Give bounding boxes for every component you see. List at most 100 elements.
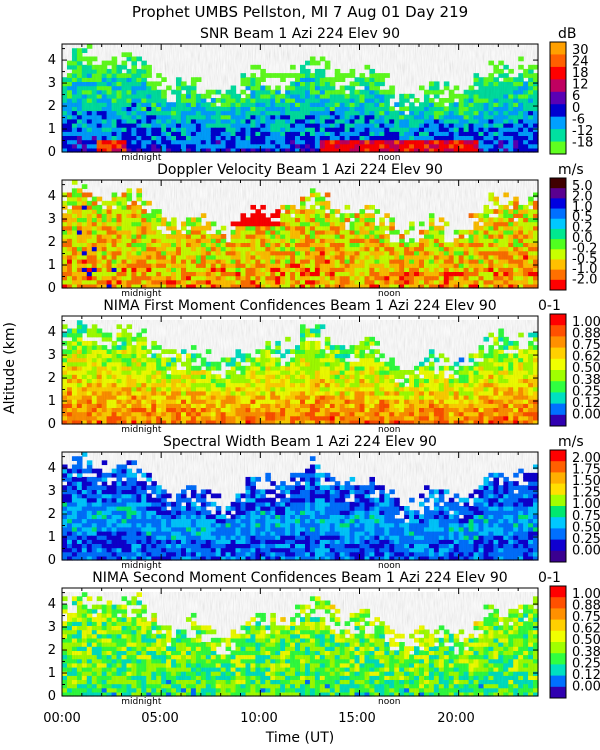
heatmap-cell <box>463 106 470 112</box>
heatmap-cell <box>339 357 346 363</box>
heatmap-cell <box>314 328 321 334</box>
heatmap-cell <box>146 390 152 396</box>
heatmap-cell <box>190 217 197 223</box>
heatmap-cell <box>364 77 371 82</box>
heatmap-cell <box>404 131 410 136</box>
heatmap-cell <box>443 114 450 120</box>
heatmap-cell <box>270 411 276 417</box>
panel: Doppler Velocity Beam 1 Azi 224 Elev 900… <box>48 162 598 299</box>
heatmap-cell <box>270 242 276 248</box>
heatmap-cell <box>235 279 242 285</box>
heatmap-cell <box>344 267 351 272</box>
heatmap-cell <box>364 271 371 277</box>
heatmap-cell <box>369 131 375 136</box>
heatmap-cell <box>448 275 455 281</box>
heatmap-cell <box>409 110 415 116</box>
heatmap-cell <box>369 399 375 404</box>
heatmap-cell <box>285 229 291 235</box>
heatmap-cell <box>314 229 321 235</box>
heatmap-cell <box>161 378 167 384</box>
heatmap-cell <box>424 411 430 417</box>
heatmap-cell <box>96 386 103 392</box>
heatmap-cell <box>186 93 192 99</box>
heatmap-cell <box>305 68 311 74</box>
heatmap-cell <box>215 267 222 272</box>
heatmap-cell <box>275 279 281 285</box>
heatmap-cell <box>305 353 311 359</box>
heatmap-cell <box>528 114 534 120</box>
heatmap-cell <box>344 118 351 124</box>
heatmap-cell <box>265 258 271 264</box>
heatmap-cell <box>111 56 118 62</box>
heatmap-cell <box>344 386 351 392</box>
heatmap-cell <box>67 353 73 359</box>
heatmap-cell <box>230 110 237 116</box>
heatmap-cell <box>528 64 534 70</box>
heatmap-cell <box>290 225 296 231</box>
heatmap-cell <box>394 267 400 272</box>
heatmap-cell <box>230 139 237 145</box>
heatmap-cell <box>186 374 192 379</box>
heatmap-cell <box>290 403 296 408</box>
heatmap-cell <box>419 246 425 252</box>
heatmap-cell <box>255 93 261 99</box>
heatmap-cell <box>364 147 371 153</box>
heatmap-cell <box>329 234 336 239</box>
heatmap-cell <box>86 271 93 277</box>
heatmap-cell <box>240 267 247 272</box>
heatmap-cell <box>186 250 192 256</box>
heatmap-cell <box>190 267 197 272</box>
heatmap-cell <box>62 221 68 227</box>
heatmap-cell <box>265 370 271 375</box>
heatmap-cell <box>523 98 529 103</box>
heatmap-cell <box>503 234 509 239</box>
heatmap-cell <box>290 382 296 388</box>
heatmap-cell <box>414 403 420 408</box>
heatmap-cell <box>528 77 534 82</box>
heatmap-cell <box>483 118 490 124</box>
heatmap-cell <box>295 390 301 396</box>
heatmap-cell <box>389 419 395 425</box>
heatmap-cell <box>414 118 420 124</box>
heatmap-cell <box>171 106 177 112</box>
heatmap-cell <box>116 98 123 103</box>
heatmap-cell <box>250 229 256 235</box>
heatmap-cell <box>71 242 78 248</box>
heatmap-cell <box>81 225 88 231</box>
heatmap-cell <box>324 131 331 136</box>
heatmap-cell <box>200 242 207 248</box>
heatmap-cell <box>195 374 202 379</box>
heatmap-cell <box>493 263 499 268</box>
heatmap-cell <box>270 225 276 231</box>
heatmap-cell <box>121 411 128 417</box>
heatmap-cell <box>71 110 78 116</box>
heatmap-cell <box>111 361 118 367</box>
heatmap-cell <box>280 382 286 388</box>
heatmap-cell <box>136 229 142 235</box>
heatmap-cell <box>220 399 227 404</box>
heatmap-cell <box>364 340 371 346</box>
heatmap-cell <box>473 127 480 132</box>
heatmap-cell <box>67 386 73 392</box>
heatmap-cell <box>186 365 192 371</box>
heatmap-cell <box>205 147 212 153</box>
heatmap-cell <box>245 357 252 363</box>
heatmap-cell <box>101 139 108 145</box>
heatmap-cell <box>305 225 311 231</box>
heatmap-cell <box>379 283 385 289</box>
heatmap-cell <box>220 131 227 136</box>
heatmap-cell <box>111 221 118 227</box>
heatmap-cell <box>96 118 103 124</box>
heatmap-cell <box>428 131 435 136</box>
heatmap-cell <box>195 234 202 239</box>
heatmap-cell <box>71 204 78 210</box>
heatmap-cell <box>384 370 390 375</box>
heatmap-cell <box>131 200 137 206</box>
heatmap-cell <box>111 73 118 78</box>
heatmap-cell <box>86 122 93 128</box>
heatmap-cell <box>190 370 197 375</box>
heatmap-cell <box>533 192 539 198</box>
heatmap-cell <box>91 68 98 74</box>
heatmap-cell <box>250 106 256 112</box>
heatmap-cell <box>96 378 103 384</box>
